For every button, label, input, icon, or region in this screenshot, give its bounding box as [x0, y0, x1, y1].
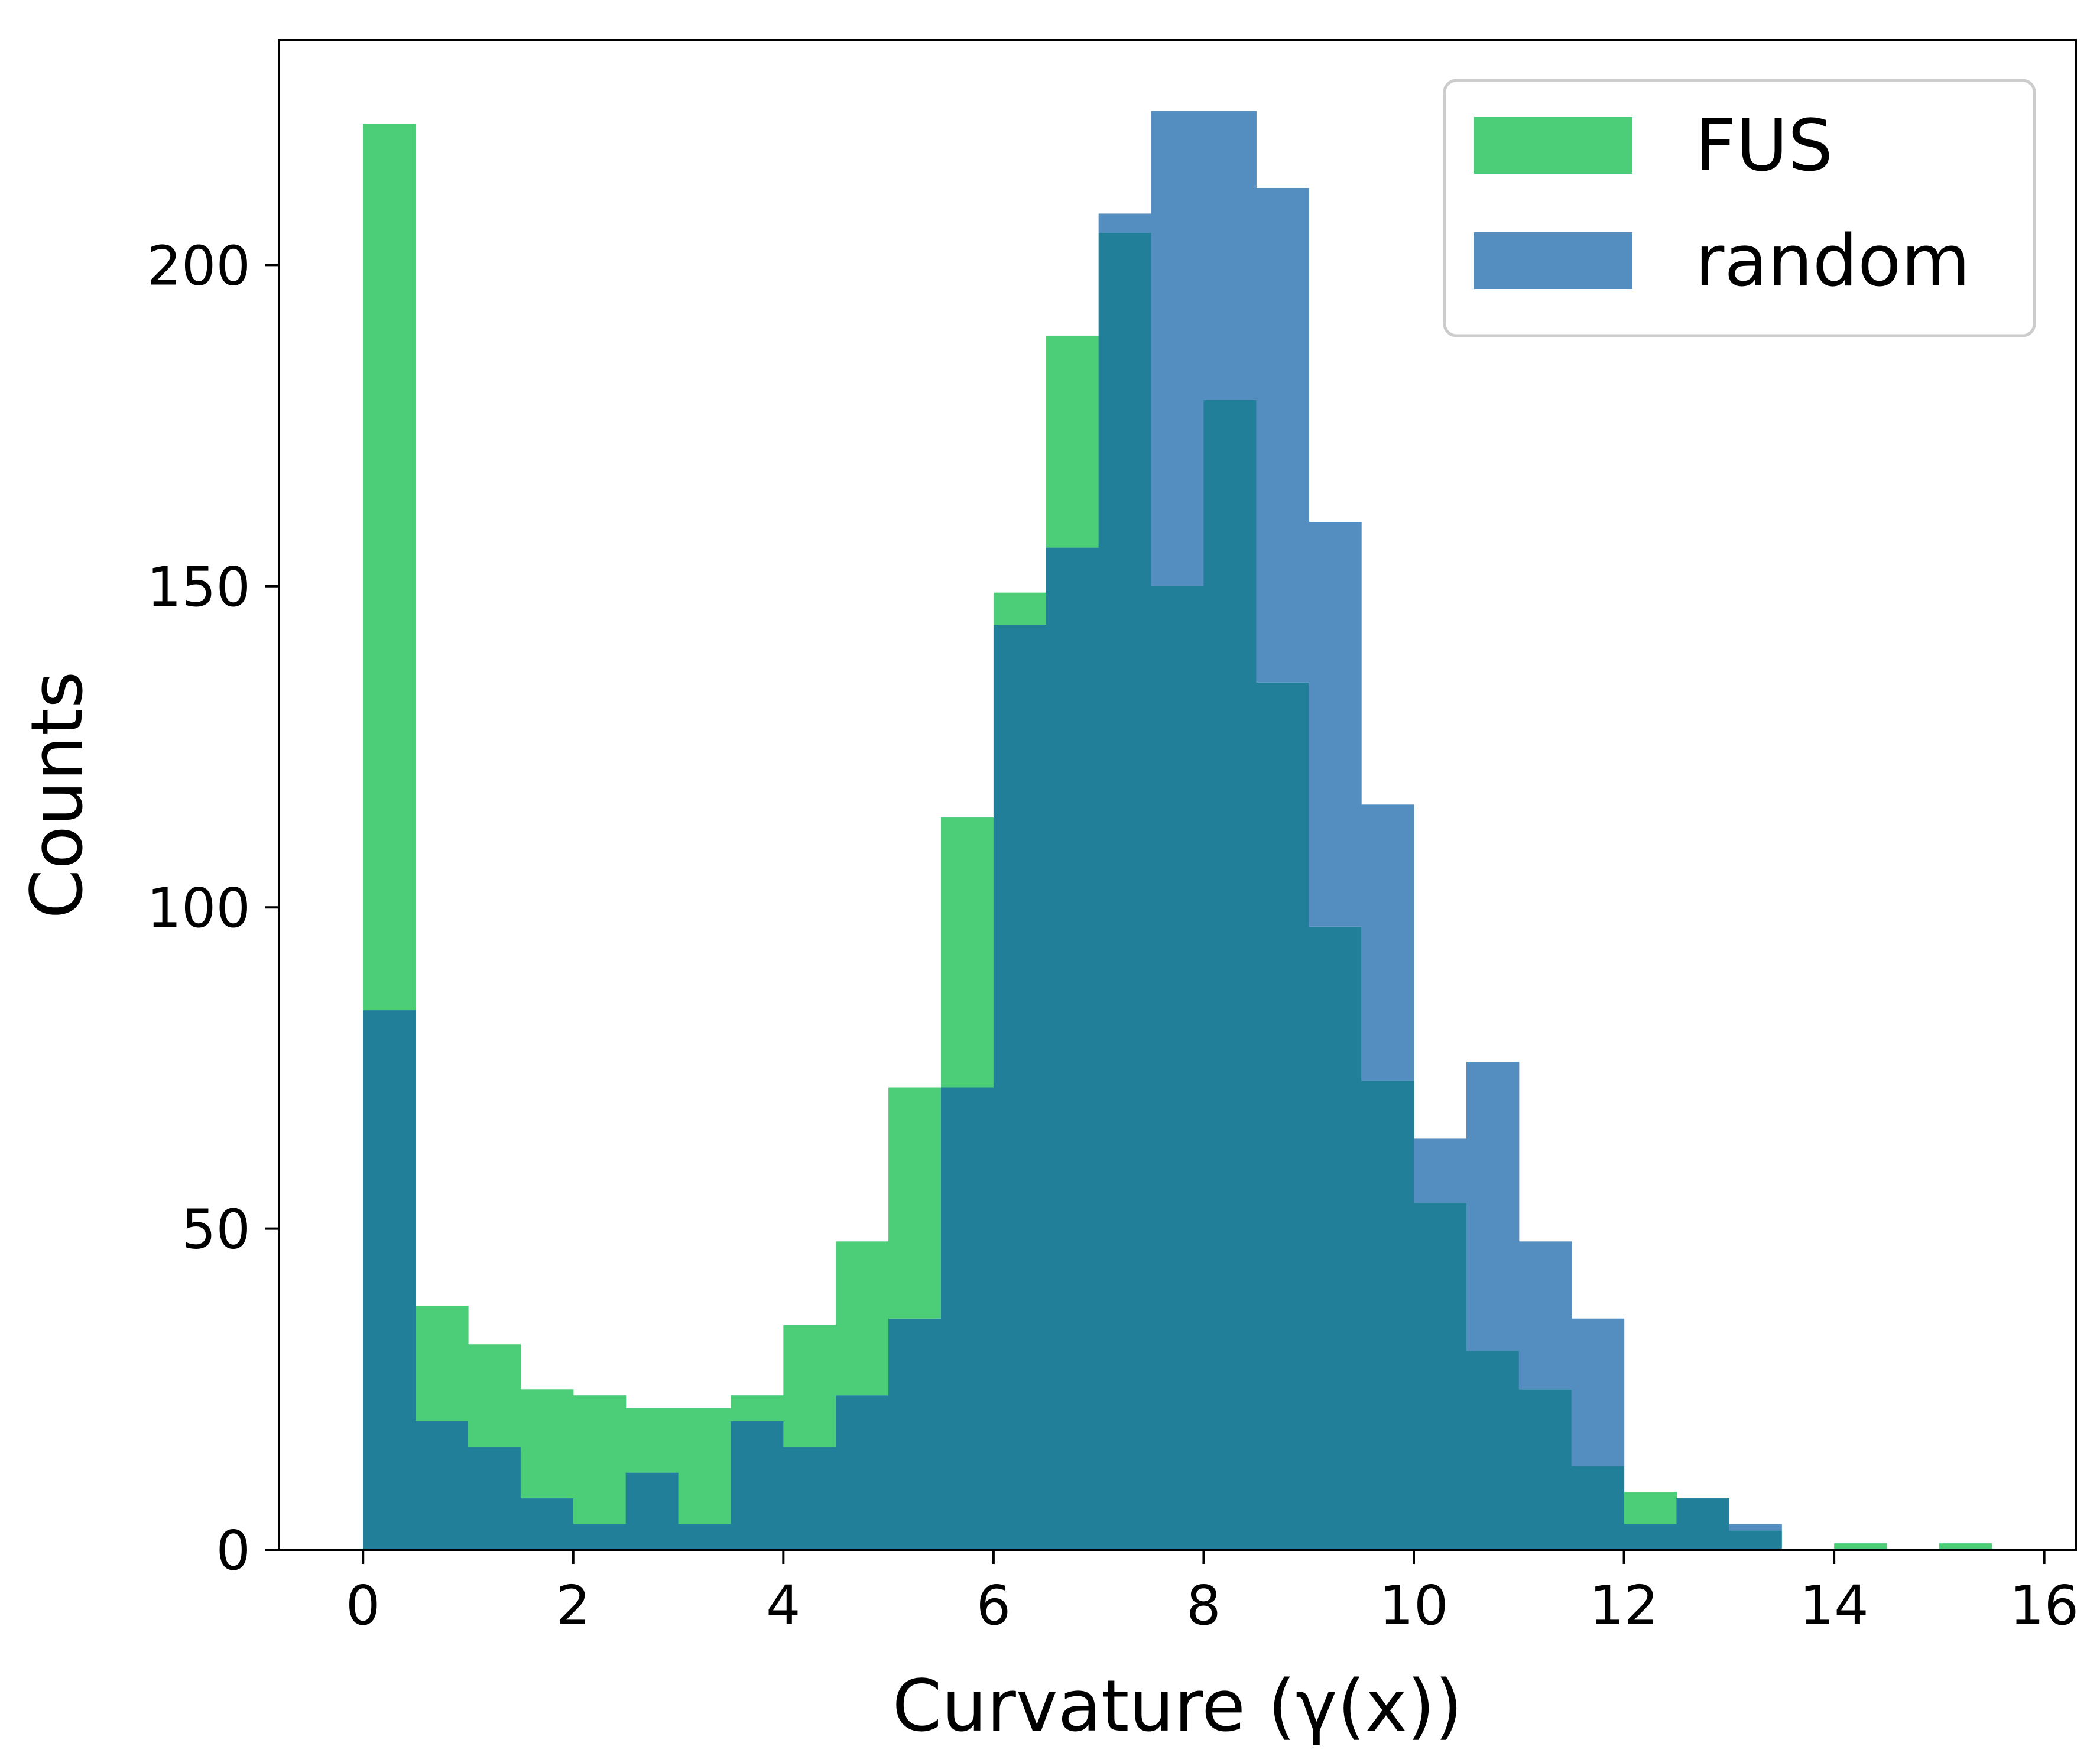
- bar-fus: [520, 1389, 574, 1499]
- bar-random: [1203, 111, 1257, 400]
- bar-overlap: [468, 1447, 521, 1550]
- bar-overlap: [1676, 1498, 1729, 1550]
- x-tick-label: 10: [1379, 1574, 1448, 1637]
- bar-overlap: [520, 1498, 574, 1550]
- legend: FUS random: [1443, 79, 2036, 337]
- bar-overlap: [941, 1087, 994, 1550]
- bar-fus: [625, 1408, 679, 1473]
- bar-overlap: [783, 1447, 836, 1550]
- y-axis-label: Counts: [17, 671, 99, 919]
- x-tick-label: 16: [2010, 1574, 2079, 1637]
- bar-fus: [941, 817, 994, 1088]
- bar-fus: [836, 1241, 889, 1396]
- bar-overlap: [1571, 1466, 1625, 1550]
- bar-fus: [1624, 1492, 1677, 1524]
- legend-entry-random: random: [1695, 220, 1970, 303]
- bar-overlap: [993, 624, 1047, 1550]
- bar-overlap: [731, 1421, 784, 1550]
- bar-overlap: [1518, 1389, 1572, 1550]
- x-axis-label: Curvature (γ(x)): [892, 1666, 1463, 1748]
- y-tick-label: 150: [147, 556, 251, 619]
- y-axis: 0 50 100 150 200: [147, 234, 279, 1582]
- bar-random: [1361, 804, 1414, 1081]
- bar-overlap: [888, 1318, 942, 1550]
- bar-overlap: [416, 1421, 469, 1550]
- bar-random: [1571, 1318, 1625, 1466]
- bar-fus: [783, 1325, 836, 1447]
- bar-fus: [678, 1408, 732, 1524]
- bar-fus: [731, 1395, 784, 1421]
- bar-fus: [573, 1395, 627, 1524]
- bar-overlap: [1098, 233, 1152, 1550]
- bar-fus: [888, 1087, 942, 1319]
- bar-fus: [416, 1306, 469, 1421]
- bar-overlap: [363, 1010, 416, 1550]
- bar-overlap: [1414, 1203, 1467, 1550]
- bar-overlap: [1309, 926, 1362, 1550]
- bar-fus: [363, 124, 416, 1011]
- bar-fus: [1939, 1543, 1992, 1550]
- bar-random: [1414, 1138, 1467, 1203]
- x-tick-label: 8: [1186, 1574, 1221, 1637]
- bar-fus: [993, 592, 1047, 625]
- y-tick-label: 0: [216, 1519, 251, 1582]
- bars-layer: [363, 111, 1992, 1550]
- bar-overlap: [1361, 1080, 1414, 1550]
- x-tick-label: 12: [1589, 1574, 1658, 1637]
- bar-random: [1151, 111, 1205, 586]
- bar-overlap: [836, 1395, 889, 1550]
- y-tick-label: 100: [147, 877, 251, 940]
- legend-swatch-random: [1474, 232, 1632, 289]
- bar-random: [1729, 1524, 1782, 1531]
- bar-fus: [468, 1344, 521, 1447]
- bar-random: [1466, 1062, 1520, 1351]
- x-tick-label: 2: [556, 1574, 591, 1637]
- bar-overlap: [1624, 1524, 1677, 1550]
- plot-frame: [278, 39, 2077, 1551]
- x-tick-label: 14: [1800, 1574, 1869, 1637]
- bar-random: [1309, 522, 1362, 927]
- bar-overlap: [1729, 1530, 1782, 1550]
- bar-overlap: [1256, 682, 1309, 1550]
- bar-random: [1256, 187, 1309, 683]
- bar-fus: [1834, 1543, 1887, 1550]
- legend-entry-fus: FUS: [1695, 105, 1833, 187]
- bar-overlap: [1203, 400, 1257, 1550]
- bar-overlap: [573, 1524, 627, 1550]
- x-tick-label: 6: [976, 1574, 1011, 1637]
- y-tick-label: 50: [181, 1198, 251, 1261]
- bar-random: [1518, 1241, 1572, 1390]
- x-axis: 0 2 4 6 8 10 12 14 16: [346, 1550, 2079, 1637]
- bar-random: [1098, 213, 1152, 233]
- bar-fus: [1046, 335, 1099, 548]
- bar-overlap: [1151, 586, 1205, 1550]
- legend-swatch-fus: [1474, 117, 1632, 174]
- bar-overlap: [625, 1472, 679, 1550]
- bar-overlap: [678, 1524, 732, 1550]
- x-tick-label: 4: [766, 1574, 801, 1637]
- bar-overlap: [1046, 547, 1099, 1550]
- bar-overlap: [1466, 1351, 1520, 1550]
- y-tick-label: 200: [147, 234, 251, 297]
- x-tick-label: 0: [346, 1574, 381, 1637]
